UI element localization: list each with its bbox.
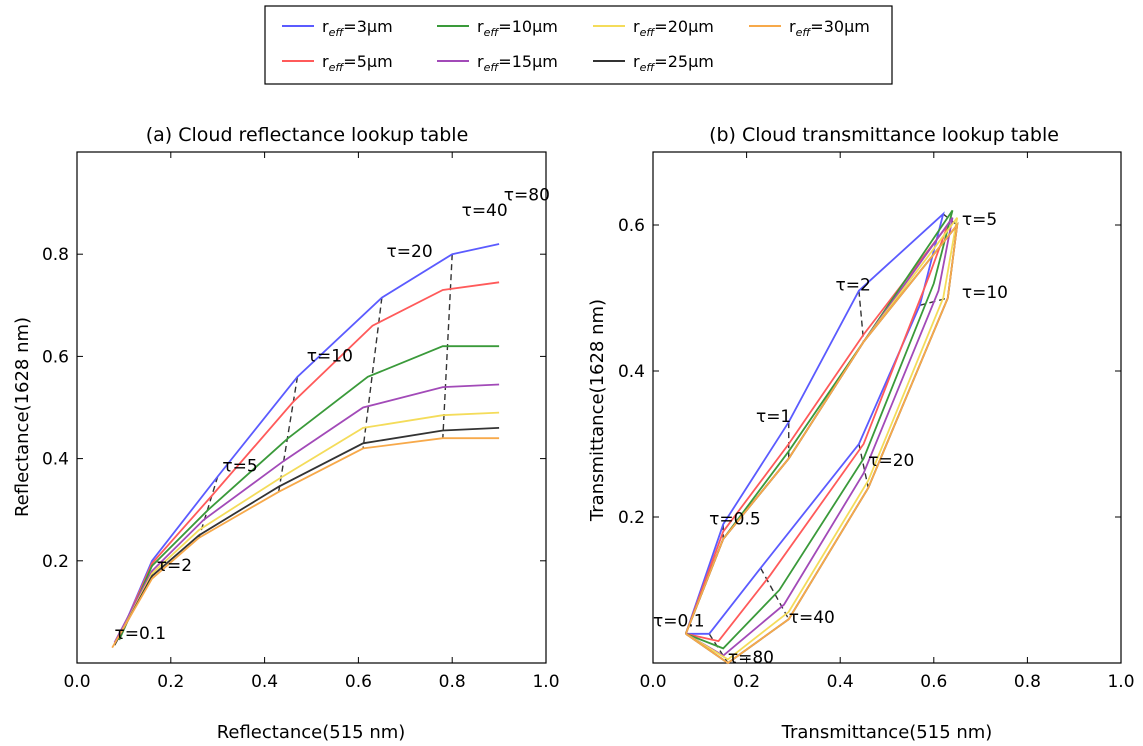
x-tick-label: 0.6 (345, 672, 372, 692)
series-line (684, 224, 949, 643)
panel-a-axes-frame (76, 151, 547, 664)
legend-label: reff=10μm (477, 17, 558, 39)
tau-connector (942, 213, 958, 226)
legend-item: reff=5μm (282, 52, 393, 74)
x-tick-label: 0.6 (920, 672, 947, 692)
series-line (113, 427, 500, 646)
tau-annotation: τ=20 (387, 242, 433, 262)
legend-item: reff=15μm (437, 52, 558, 74)
legend: reff=3μm reff=10μm reff=20μm reff=30μm reff=… (264, 5, 893, 85)
x-tick-label: 0.0 (639, 672, 666, 692)
series-line (684, 221, 959, 665)
tau-annotation: τ=0.1 (115, 624, 167, 644)
legend-item: reff=20μm (593, 17, 714, 39)
tau-connector (858, 290, 865, 342)
panel-a-title: (a) Cloud reflectance lookup table (146, 124, 469, 146)
y-tick-label: 0.8 (42, 245, 69, 265)
tau-connector (708, 633, 729, 664)
tau-annotation: τ=5 (962, 210, 997, 230)
tau-annotation: τ=40 (462, 201, 508, 221)
y-tick-label: 0.4 (42, 450, 69, 470)
tau-connector (277, 376, 299, 492)
series-line (113, 383, 500, 644)
tau-annotation: τ=80 (504, 186, 550, 206)
legend-box (264, 5, 893, 85)
legend-item: reff=30μm (749, 17, 870, 39)
series-line (118, 281, 500, 638)
y-tick-label: 0.4 (618, 362, 645, 382)
tau-annotation: τ=0.5 (709, 509, 761, 529)
tau-annotation: τ=20 (868, 451, 914, 471)
series-line (111, 437, 500, 649)
series-line (118, 243, 500, 638)
tau-annotation: τ=5 (222, 456, 257, 476)
panel-a-xlabel: Reflectance(515 nm) (217, 722, 406, 743)
panel-b-axes-frame (652, 151, 1122, 664)
tau-annotation: τ=40 (789, 608, 835, 628)
series-line (118, 345, 500, 641)
y-tick-label: 0.2 (618, 508, 645, 528)
legend-item: reff=25μm (593, 52, 714, 74)
series-line (684, 209, 954, 650)
tau-annotation: τ=80 (728, 648, 774, 668)
legend-label: reff=5μm (322, 52, 393, 74)
x-tick-label: 1.0 (1107, 672, 1134, 692)
x-tick-label: 1.0 (532, 672, 559, 692)
series-line (684, 211, 945, 635)
tau-annotation: τ=2 (157, 556, 192, 576)
series-line (684, 217, 959, 661)
x-tick-label: 0.8 (1014, 672, 1041, 692)
legend-item: reff=3μm (282, 17, 393, 39)
x-tick-label: 0.8 (439, 672, 466, 692)
panel-b-title: (b) Cloud transmittance lookup table (709, 124, 1059, 146)
x-tick-label: 0.2 (157, 672, 184, 692)
tau-annotation: τ=2 (836, 276, 871, 296)
tau-annotation: τ=0.1 (653, 612, 705, 632)
tau-annotation: τ=1 (756, 407, 791, 427)
tau-annotation: τ=10 (962, 283, 1008, 303)
legend-label: reff=15μm (477, 52, 558, 74)
panel-a: (a) Cloud reflectance lookup table 0.0 0.… (12, 124, 560, 743)
y-tick-label: 0.6 (42, 347, 69, 367)
x-tick-label: 0.4 (251, 672, 278, 692)
panel-a-ylabel: Reflectance(1628 nm) (12, 317, 33, 517)
legend-label: reff=20μm (633, 17, 714, 39)
series-line (113, 411, 500, 646)
panel-b-xlabel: Transmittance(515 nm) (781, 722, 993, 743)
panel-b: (b) Cloud transmittance lookup table 0.0… (587, 124, 1135, 743)
tau-connector (858, 443, 869, 488)
panel-b-ylabel: Transmittance(1628 nm) (587, 299, 608, 522)
y-tick-label: 0.2 (42, 552, 69, 572)
tau-annotation: τ=10 (307, 347, 353, 367)
x-tick-label: 0.0 (63, 672, 90, 692)
legend-label: reff=30μm (789, 17, 870, 39)
x-tick-label: 0.2 (733, 672, 760, 692)
series-line (684, 221, 959, 665)
legend-label: reff=25μm (633, 52, 714, 74)
x-tick-label: 0.4 (827, 672, 854, 692)
legend-item: reff=10μm (437, 17, 558, 39)
series-line (684, 217, 954, 657)
y-tick-label: 0.6 (618, 216, 645, 236)
legend-label: reff=3μm (322, 17, 393, 39)
